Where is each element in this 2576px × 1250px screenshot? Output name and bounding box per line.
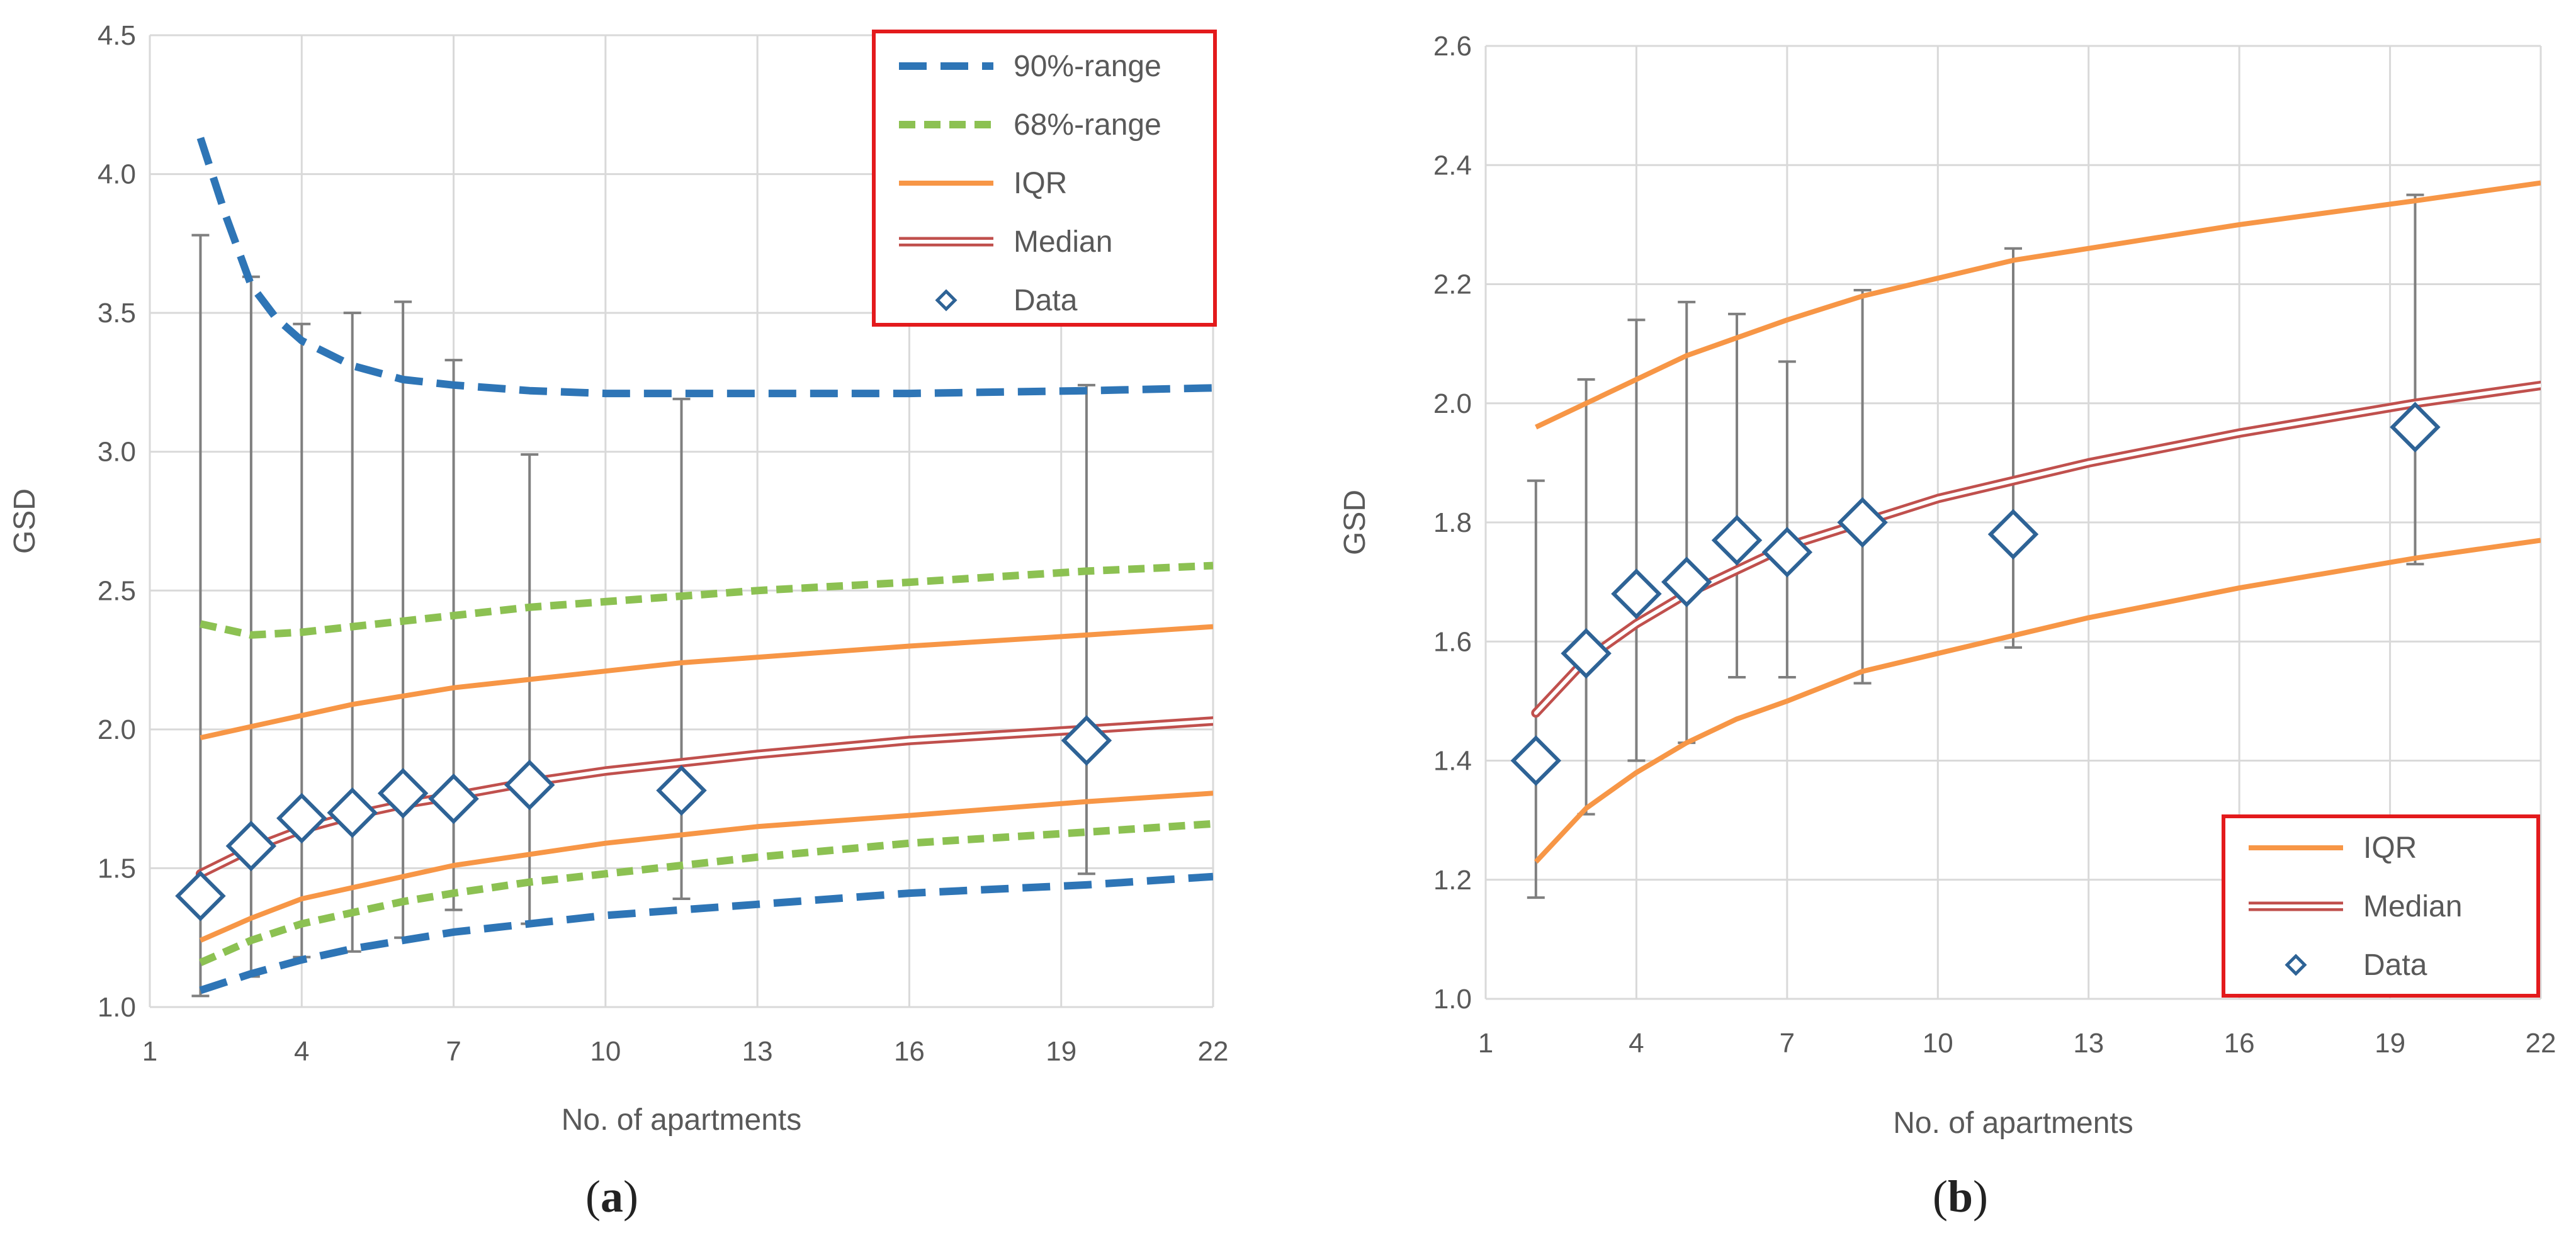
data-point (225, 820, 277, 872)
y-tick-label: 2.2 (1433, 269, 1472, 300)
y-tick-label: 3.5 (98, 298, 136, 329)
legend-label: Data (1014, 284, 1078, 317)
panel-label-a: (a) (585, 1171, 638, 1222)
data-point (1061, 715, 1112, 766)
x-tick-label: 13 (742, 1036, 773, 1067)
legend-label: 90%-range (1014, 50, 1161, 83)
x-axis-label: No. of apartments (562, 1103, 802, 1137)
x-tick-label: 4 (1629, 1028, 1644, 1059)
data-point (1661, 556, 1712, 607)
legend: IQR Median Data (2222, 814, 2540, 998)
y-tick-label: 3.0 (98, 437, 136, 468)
data-point (1837, 497, 1888, 548)
data-point (2390, 402, 2441, 453)
x-tick-label: 13 (2073, 1028, 2104, 1059)
legend-swatch-data (935, 289, 958, 312)
data-point (175, 870, 226, 921)
series-90-range-lower (199, 872, 1213, 994)
y-tick-label: 2.6 (1433, 31, 1472, 62)
data-point (377, 768, 429, 819)
x-tick-label: 16 (894, 1036, 925, 1067)
data-point (1561, 628, 1612, 679)
y-tick-label: 2.0 (98, 714, 136, 745)
y-axis-label: GSD (1338, 490, 1372, 555)
data-point (276, 792, 327, 844)
x-tick-label: 4 (294, 1036, 309, 1067)
panel-label-a-text: a (600, 1171, 623, 1222)
series-iqr-upper (1535, 180, 2541, 430)
data-point (1987, 509, 2039, 560)
x-tick-label: 7 (446, 1036, 461, 1067)
y-tick-label: 4.0 (98, 159, 136, 190)
series-iqr-lower (1534, 538, 2541, 864)
legend-label: IQR (2363, 831, 2417, 865)
data-point (1711, 515, 1763, 566)
data-point (504, 759, 555, 811)
x-tick-label: 19 (1046, 1036, 1076, 1067)
legend: 90%-range 68%-range IQR Median Data (872, 30, 1217, 327)
data-point (1510, 735, 1562, 786)
y-tick-label: 2.5 (98, 575, 136, 606)
series-iqr-upper (200, 624, 1213, 741)
x-tick-label: 22 (2526, 1028, 2556, 1059)
y-tick-label: 1.0 (1433, 984, 1472, 1015)
x-tick-label: 1 (142, 1036, 157, 1067)
x-tick-label: 10 (590, 1036, 621, 1067)
chart-b: 1 4 7 10 13 16 19 22 1.0 1.2 1.4 1.6 1.8 2.0 2.2 2.4 2.6… (1338, 31, 2556, 1140)
data-point (1761, 527, 1813, 578)
series-68-range-lower (198, 819, 1213, 966)
y-tick-label: 1.5 (98, 853, 136, 884)
y-axis-label: GSD (8, 488, 42, 554)
legend-label: Median (1014, 225, 1112, 259)
y-tick-label: 1.2 (1433, 865, 1472, 896)
y-tick-label: 2.0 (1433, 388, 1472, 419)
panel-label-b: (b) (1933, 1171, 1989, 1222)
panel-label-b-text: b (1947, 1171, 1974, 1222)
series-68-range-upper (200, 561, 1213, 639)
data-point (428, 773, 479, 825)
data-point (656, 765, 707, 816)
y-tick-label: 1.4 (1433, 746, 1472, 777)
x-tick-label: 10 (1923, 1028, 1953, 1059)
x-tick-label: 22 (1198, 1036, 1229, 1067)
x-tick-label: 19 (2375, 1028, 2405, 1059)
data-point (327, 787, 378, 838)
chart-a: 1 4 7 10 13 16 19 22 1.0 1.5 2.0 2.5 3.0 3.5 4.0 4.5 No.… (8, 20, 1228, 1137)
series-iqr-lower (199, 791, 1213, 943)
legend-label: Median (2363, 890, 2462, 923)
y-tick-label: 1.6 (1433, 626, 1472, 657)
legend-box (872, 30, 1217, 327)
x-tick-label: 7 (1780, 1028, 1795, 1059)
legend-label: 68%-range (1014, 108, 1161, 142)
x-axis-label: No. of apartments (1893, 1106, 2133, 1140)
y-tick-label: 2.4 (1433, 150, 1472, 181)
y-tick-label: 1.0 (98, 992, 136, 1023)
y-tick-label: 1.8 (1433, 507, 1472, 538)
legend-label: IQR (1014, 167, 1067, 200)
data-point (1611, 568, 1662, 619)
legend-label: Data (2363, 949, 2427, 982)
x-tick-label: 1 (1478, 1028, 1493, 1059)
series-90-range-upper (196, 137, 1213, 398)
x-tick-label: 16 (2224, 1028, 2255, 1059)
legend-swatch-data (2285, 954, 2307, 976)
y-tick-label: 4.5 (98, 20, 136, 51)
